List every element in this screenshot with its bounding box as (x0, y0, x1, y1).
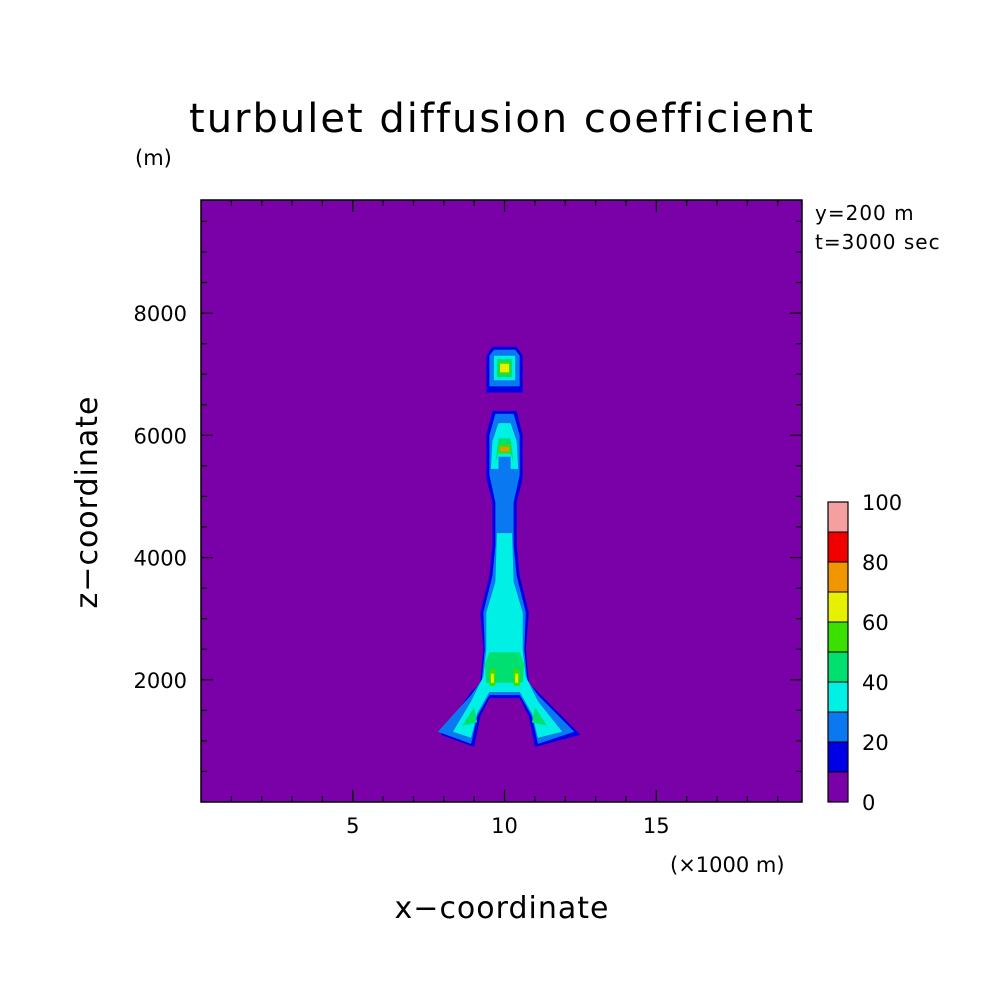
y-tick-label: 2000 (134, 669, 187, 693)
annotation-y: y=200 m (815, 201, 915, 225)
chart-title: turbulet diffusion coefficient (189, 96, 815, 142)
colorbar-label: 60 (862, 611, 889, 635)
y-unit-label: (m) (135, 146, 172, 170)
colorbar-swatch (827, 501, 849, 533)
annotation-t: t=3000 sec (815, 230, 941, 254)
plot-area (201, 200, 802, 802)
plot-frame (200, 199, 803, 803)
colorbar-swatch (827, 651, 849, 683)
colorbar-swatch (827, 771, 849, 803)
colorbar-swatch (827, 621, 849, 653)
colorbar-label: 100 (862, 491, 902, 515)
axes: 5 10 15 2000 4000 6000 8000 (134, 199, 803, 838)
colorbar-swatch (827, 591, 849, 623)
contour-region-60 (515, 673, 519, 683)
y-axis-label: z−coordinate (70, 396, 105, 609)
y-tick-label: 4000 (134, 547, 187, 571)
x-axis-label: x−coordinate (395, 891, 610, 926)
colorbar-swatch (827, 531, 849, 563)
colorbar-swatch (827, 681, 849, 713)
colorbar-swatch (827, 741, 849, 773)
contour-region-30 (452, 533, 563, 738)
contour-region-40 (531, 707, 547, 726)
y-tick-label: 8000 (134, 302, 187, 326)
x-tick-label: 15 (643, 814, 670, 838)
colorbar-frame (827, 501, 849, 803)
colorbar-swatch (827, 711, 849, 743)
x-tick-label: 5 (346, 814, 359, 838)
colorbar-label: 40 (862, 671, 889, 695)
contour-region-60 (490, 673, 494, 683)
colorbar-swatch (827, 561, 849, 593)
x-tick-label: 10 (491, 814, 518, 838)
x-unit-label: (×1000 m) (670, 853, 785, 877)
colorbar: 0 20 40 60 80 100 (827, 491, 902, 815)
contour-region-70 (500, 446, 510, 452)
contour-region-60 (500, 363, 510, 373)
contour-region-40 (462, 707, 478, 726)
colorbar-label: 0 (862, 791, 875, 815)
colorbar-label: 20 (862, 731, 889, 755)
colorbar-label: 80 (862, 551, 889, 575)
y-tick-label: 6000 (134, 424, 187, 448)
